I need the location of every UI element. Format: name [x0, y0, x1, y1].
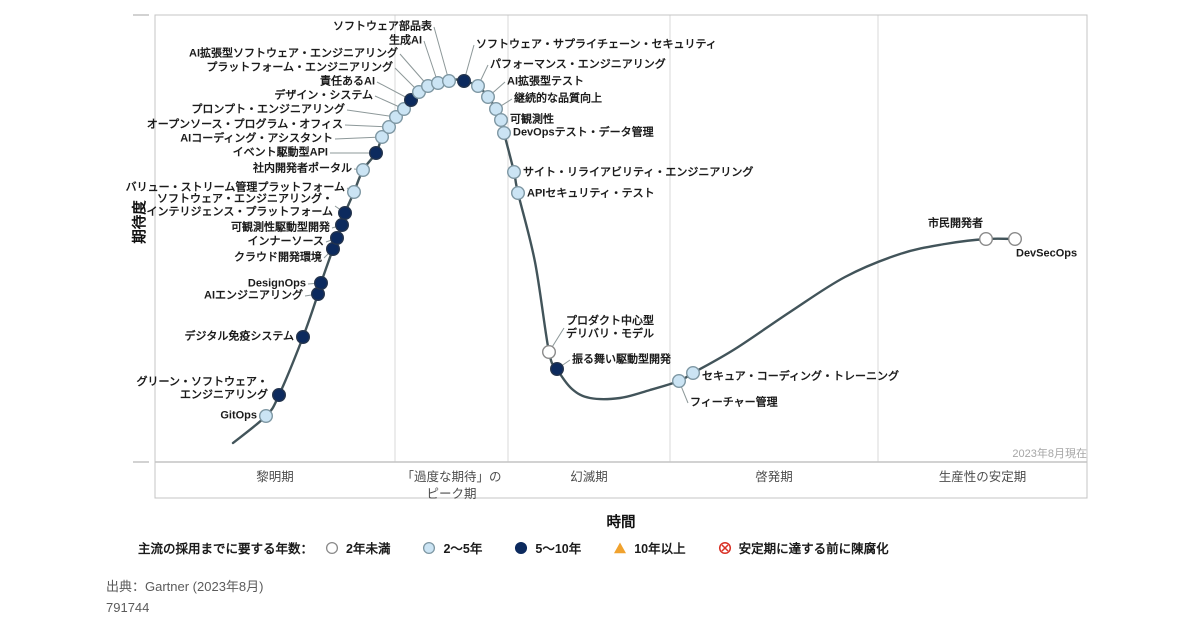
hype-item-dot — [457, 73, 472, 88]
legend-item: 2～5年 — [422, 538, 482, 557]
hype-item-dot — [375, 129, 390, 144]
hype-item-dot — [442, 73, 457, 88]
hype-item-dot — [471, 78, 486, 93]
hype-item-dot — [672, 374, 687, 389]
hype-item-dot — [494, 112, 509, 127]
hype-item-dot — [314, 276, 329, 291]
plot-frame — [154, 14, 1088, 499]
hype-item-dot — [259, 409, 274, 424]
hype-item-dot — [511, 185, 526, 200]
legend-item: 10年以上 — [613, 538, 686, 557]
label-connector-line — [423, 40, 439, 84]
label-connector-line — [346, 109, 397, 118]
hype-item-dot — [347, 184, 362, 199]
legend-item-label: 2年未満 — [346, 542, 391, 556]
adoption-legend: 主流の採用までに要する年数： 2年未満 2～5年 5～10年 10年以上 安定期に達する… — [138, 538, 921, 557]
circle-light-icon — [423, 541, 436, 554]
source-note: 出典：Gartner (2023年8月) — [106, 579, 264, 594]
label-connector-line — [399, 53, 429, 87]
triangle-orange-icon — [614, 542, 627, 553]
hype-item-dot — [272, 388, 287, 403]
hype-item-dot — [542, 345, 557, 360]
hype-item-dot — [397, 101, 412, 116]
legend-item: 2年未満 — [325, 538, 390, 557]
legend-prefix: 主流の採用までに要する年数： — [138, 542, 314, 556]
legend-item-label: 安定期に達する前に陳腐化 — [738, 542, 889, 556]
legend-item: 5～10年 — [514, 538, 581, 557]
hype-item-dot — [356, 162, 371, 177]
y-axis-title: 期待度 — [132, 200, 149, 244]
legend-item-label: 10年以上 — [634, 542, 686, 556]
document-id: 791744 — [106, 600, 150, 615]
hype-item-dot — [330, 230, 345, 245]
hype-item-dot — [686, 366, 701, 381]
hype-item-dot — [335, 217, 350, 232]
circle-dark-icon — [515, 541, 528, 554]
cross-circle-red-icon — [718, 541, 731, 554]
hype-item-dot — [382, 119, 397, 134]
x-axis-title: 時間 — [606, 515, 636, 531]
hype-item-dot — [481, 89, 496, 104]
hype-item-dot — [369, 145, 384, 160]
label-connector-line — [334, 136, 383, 140]
hype-item-dot — [338, 205, 353, 220]
hype-item-dot — [979, 231, 994, 246]
label-connector-line — [433, 26, 450, 82]
hype-item-dot — [296, 330, 311, 345]
hype-item-dot — [1008, 231, 1023, 246]
hype-item-dot — [507, 164, 522, 179]
circle-white-icon — [325, 541, 339, 554]
as-of-date-note: 2023年8月現在 — [1012, 448, 1087, 460]
legend-item-label: 5～10年 — [535, 542, 582, 556]
hype-cycle-curve — [231, 78, 1017, 445]
hype-item-dot — [497, 125, 512, 140]
label-connector-line — [344, 124, 390, 128]
legend-item-label: 2～5年 — [443, 542, 483, 556]
legend-items: 2年未満 2～5年 5～10年 10年以上 安定期に達する前に陳腐化 — [325, 538, 921, 557]
hype-item-dot — [550, 362, 565, 377]
legend-item: 安定期に達する前に陳腐化 — [718, 538, 889, 557]
